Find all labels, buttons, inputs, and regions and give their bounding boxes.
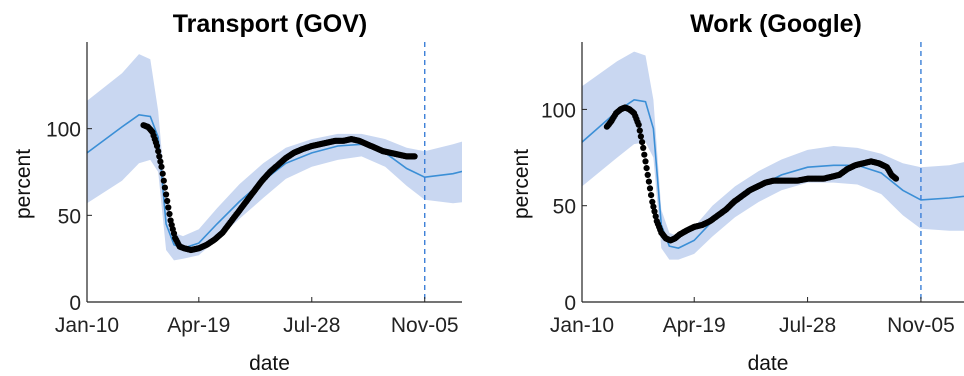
observed-point	[156, 153, 162, 159]
x-tick-label: Apr-19	[663, 314, 726, 337]
x-axis-label: date	[249, 352, 290, 375]
observed-point	[639, 139, 645, 145]
y-tick-label: 100	[541, 99, 576, 122]
x-tick-label: Jul-28	[283, 314, 340, 337]
chart-title: Transport (GOV)	[173, 10, 367, 38]
y-tick-label: 0	[69, 292, 81, 315]
y-axis-label: percent	[510, 149, 533, 219]
y-tick-label: 50	[553, 196, 576, 219]
observed-point	[166, 211, 172, 217]
observed-point	[161, 178, 167, 184]
y-tick-label: 100	[46, 119, 81, 142]
observed-point	[160, 171, 166, 177]
observed-point	[641, 152, 647, 158]
observed-point	[636, 122, 642, 128]
x-tick-label: Nov-05	[887, 314, 955, 337]
observed-point	[645, 172, 651, 178]
observed-point	[157, 159, 163, 165]
observed-point	[155, 148, 161, 154]
observed-point	[163, 191, 169, 197]
x-axis-label: date	[748, 352, 789, 375]
x-tick-label: Jan-10	[550, 314, 614, 337]
x-tick-label: Jan-10	[55, 314, 119, 337]
x-tick-label: Nov-05	[391, 314, 459, 337]
y-axis-label: percent	[12, 149, 35, 219]
chart-title: Work (Google)	[690, 10, 862, 38]
observed-point	[158, 164, 164, 170]
x-tick-label: Jul-28	[779, 314, 836, 337]
observed-point	[638, 133, 644, 139]
observed-point	[648, 192, 654, 198]
observed-point	[154, 143, 160, 149]
y-tick-label: 50	[58, 205, 81, 228]
observed-point	[647, 185, 653, 191]
chart-panel-1: 0 50 100 Jan-10 Apr-19 Jul-28 Nov-05 Transport …	[12, 10, 488, 375]
observed-point	[412, 153, 418, 159]
y-tick-label: 0	[564, 292, 576, 315]
observed-point	[646, 179, 652, 185]
observed-point	[162, 185, 168, 191]
chart-panel-2: 0 50 100 Jan-10 Apr-19 Jul-28 Nov-05 Work (Goog…	[510, 10, 964, 375]
observed-point	[893, 176, 899, 182]
observed-point	[165, 204, 171, 210]
x-tick-label: Apr-19	[167, 314, 230, 337]
observed-point	[644, 165, 650, 171]
observed-point	[642, 158, 648, 164]
confidence-band	[582, 52, 964, 260]
observed-point	[637, 128, 643, 134]
observed-point	[164, 198, 170, 204]
observed-point	[640, 145, 646, 151]
